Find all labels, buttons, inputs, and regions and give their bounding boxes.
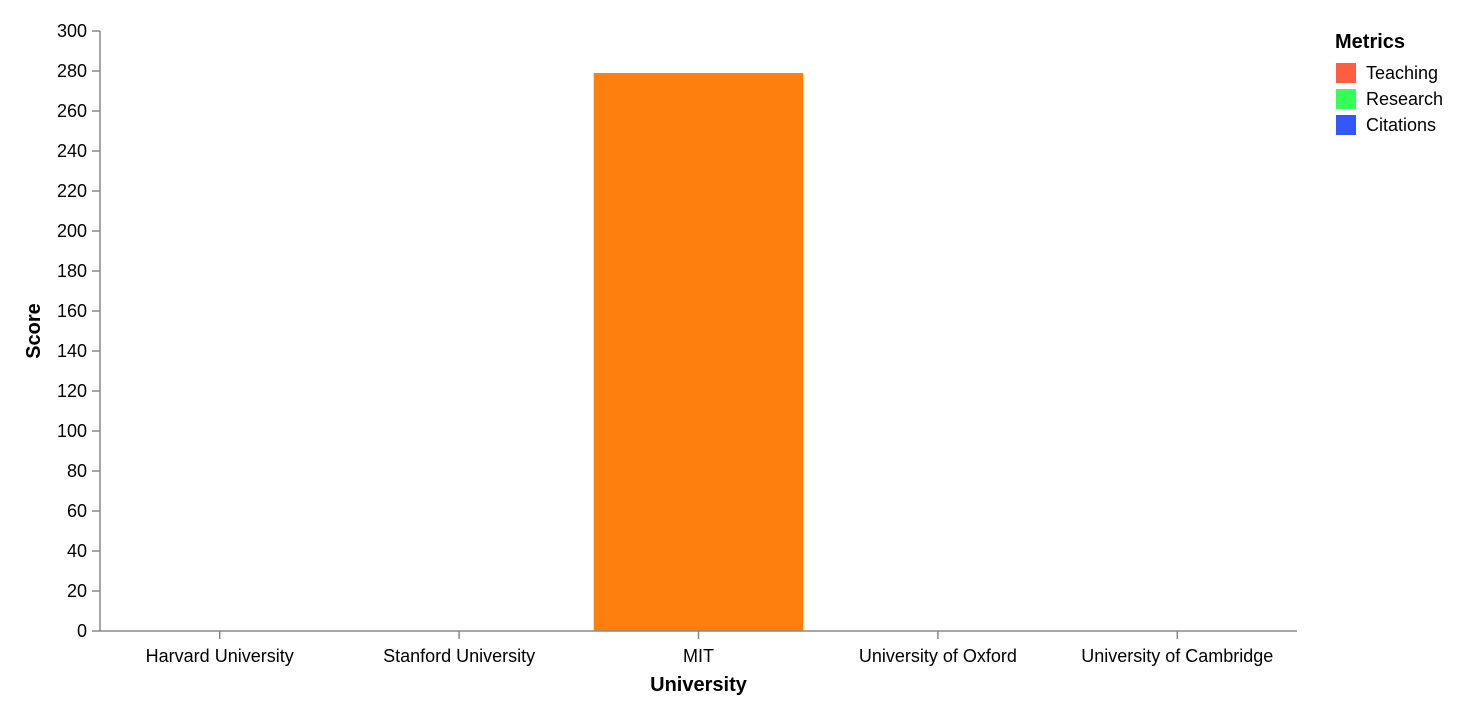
y-tick-label: 0: [77, 621, 87, 641]
y-tick-label: 60: [67, 501, 87, 521]
legend-title: Metrics: [1335, 31, 1405, 53]
y-tick-label: 120: [57, 381, 87, 401]
y-tick-label: 40: [67, 541, 87, 561]
legend-label: Teaching: [1366, 63, 1438, 83]
y-tick-label: 180: [57, 261, 87, 281]
y-tick-label: 160: [57, 301, 87, 321]
bars-layer: [593, 73, 804, 631]
legend-swatch: [1336, 115, 1356, 135]
legend-swatch: [1336, 89, 1356, 109]
x-axis-title: University: [650, 674, 748, 696]
y-tick-label: 100: [57, 421, 87, 441]
bar-mit: [593, 73, 804, 631]
y-axis: 0 20 40 60 80 100 120 140 160 180 200 220 240 260 280 3…: [57, 21, 101, 641]
y-tick-label: 240: [57, 141, 87, 161]
y-tick-label: 280: [57, 61, 87, 81]
y-tick-label: 20: [67, 581, 87, 601]
x-tick-label: Harvard University: [146, 646, 294, 666]
legend-swatch: [1336, 63, 1356, 83]
x-axis: Harvard University Stanford University MIT…: [100, 630, 1297, 666]
x-tick-label: University of Oxford: [859, 646, 1017, 666]
x-tick-label: Stanford University: [383, 646, 535, 666]
y-tick-label: 140: [57, 341, 87, 361]
y-tick-label: 300: [57, 21, 87, 41]
legend-label: Citations: [1366, 115, 1436, 135]
y-tick-label: 260: [57, 101, 87, 121]
y-tick-label: 200: [57, 221, 87, 241]
x-tick-label: MIT: [683, 646, 714, 666]
x-tick-label: University of Cambridge: [1081, 646, 1273, 666]
legend-label: Research: [1366, 89, 1443, 109]
y-tick-label: 80: [67, 461, 87, 481]
y-tick-label: 220: [57, 181, 87, 201]
y-axis-title: Score: [23, 303, 45, 359]
legend-items: Teaching Research Citations: [1336, 63, 1443, 135]
legend: Metrics Teaching Research Citations: [1335, 31, 1443, 135]
